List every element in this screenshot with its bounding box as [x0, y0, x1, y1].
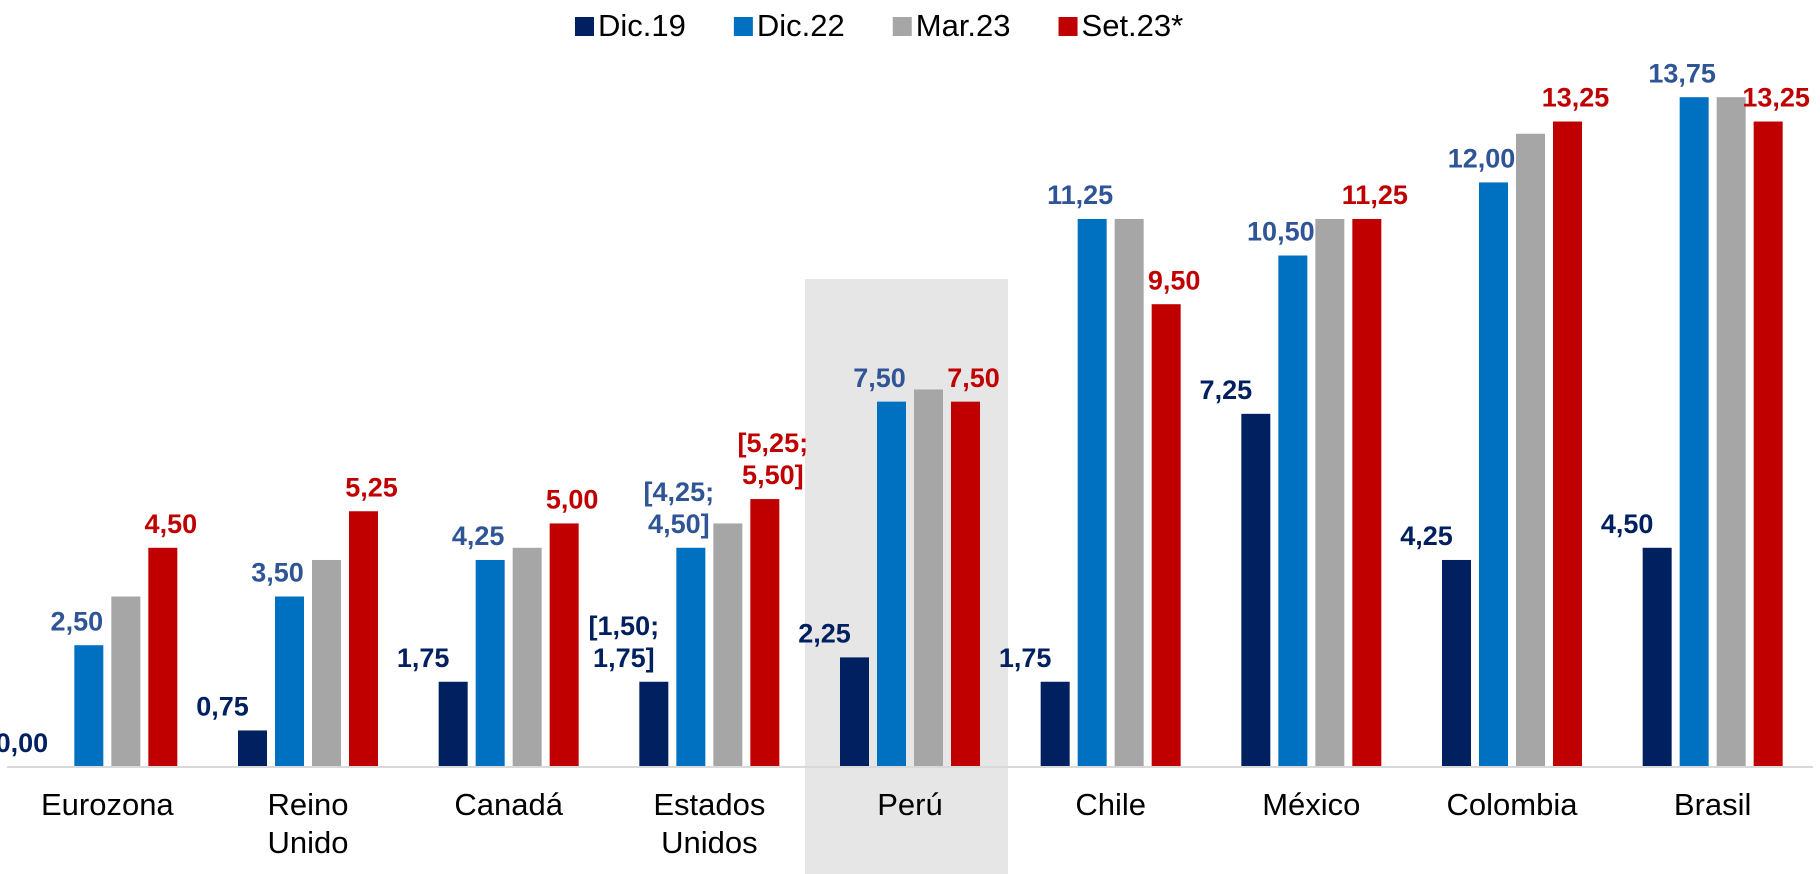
- bar: [877, 401, 906, 767]
- value-label: 7,25: [1200, 375, 1253, 405]
- value-label: 7,50: [947, 363, 1000, 393]
- bar: [750, 499, 780, 767]
- bar: [111, 596, 141, 767]
- bar: [512, 547, 542, 767]
- value-label: 12,00: [1448, 144, 1516, 174]
- value-label: 1,75: [999, 643, 1052, 673]
- value-label: 9,50: [1148, 265, 1201, 295]
- value-label: 13,25: [1542, 83, 1610, 113]
- bar: [914, 389, 943, 767]
- value-label: 1,75: [397, 643, 450, 673]
- value-label: 13,75: [1648, 58, 1716, 88]
- value-label: 4,25: [1400, 521, 1453, 551]
- legend-label: Set.23*: [1082, 8, 1184, 43]
- bar: [1679, 97, 1709, 767]
- x-tick-label: Chile: [1075, 787, 1146, 822]
- bar: [1479, 182, 1508, 767]
- bar: [1315, 218, 1345, 767]
- bar: [1241, 413, 1271, 767]
- bar: [1114, 218, 1144, 767]
- bar: [1278, 255, 1308, 767]
- bar: [676, 547, 706, 767]
- bar: [1753, 121, 1783, 768]
- legend-label: Dic.19: [598, 8, 686, 43]
- bar: [438, 681, 468, 767]
- bar: [1516, 133, 1545, 767]
- value-label: 4,50: [145, 509, 198, 539]
- legend-swatch: [575, 17, 594, 36]
- value-label: [4,25; 4,50]: [644, 477, 715, 539]
- x-tick-label: Eurozona: [41, 787, 174, 822]
- bar: [1077, 218, 1107, 767]
- x-tick-label: Estados Unidos: [653, 787, 765, 860]
- value-label: [1,50; 1,75]: [589, 611, 660, 673]
- x-tick-label: Brasil: [1674, 787, 1752, 822]
- value-label: 13,25: [1742, 83, 1810, 113]
- value-label: 3,50: [251, 558, 304, 588]
- bar: [1352, 218, 1382, 767]
- x-tick-label: Perú: [877, 787, 942, 822]
- value-label: 4,25: [452, 521, 505, 551]
- bar: [713, 523, 743, 767]
- value-label: 11,25: [1342, 180, 1408, 210]
- legend-swatch: [733, 17, 753, 36]
- value-label: 0,00: [0, 728, 48, 758]
- bar: [148, 547, 178, 767]
- value-label: 2,50: [51, 606, 104, 636]
- bar: [275, 596, 304, 767]
- bar: [639, 681, 669, 767]
- value-label: 0,75: [196, 692, 249, 722]
- bar: [1442, 559, 1471, 767]
- x-tick-label: Colombia: [1447, 787, 1579, 822]
- legend-swatch: [1058, 17, 1078, 36]
- value-label: 11,25: [1047, 180, 1113, 210]
- bar: [951, 401, 980, 767]
- x-tick-label: México: [1262, 787, 1360, 822]
- legend-label: Mar.23: [916, 8, 1011, 43]
- bar: [1642, 547, 1672, 767]
- value-label: 7,50: [853, 363, 906, 393]
- bar: [74, 645, 104, 767]
- legend-label: Dic.22: [757, 8, 845, 43]
- bar: [549, 523, 579, 767]
- bar: [1040, 681, 1070, 767]
- bar: [349, 511, 378, 767]
- value-label: 5,00: [546, 485, 599, 515]
- value-label: 5,25: [345, 472, 398, 502]
- bar: [1553, 121, 1582, 768]
- value-label: 4,50: [1601, 509, 1654, 539]
- bar: [1151, 304, 1181, 767]
- value-label: [5,25; 5,50]: [738, 428, 809, 490]
- bar: [475, 559, 505, 767]
- value-label: 10,50: [1247, 217, 1315, 247]
- value-label: 2,25: [798, 619, 851, 649]
- x-tick-label: Canadá: [454, 787, 563, 822]
- bar: [840, 657, 869, 767]
- legend-swatch: [892, 17, 912, 36]
- bar: [1716, 97, 1746, 767]
- x-tick-label: Reino Unido: [268, 787, 349, 860]
- bar: [312, 559, 341, 767]
- bar: [238, 730, 267, 767]
